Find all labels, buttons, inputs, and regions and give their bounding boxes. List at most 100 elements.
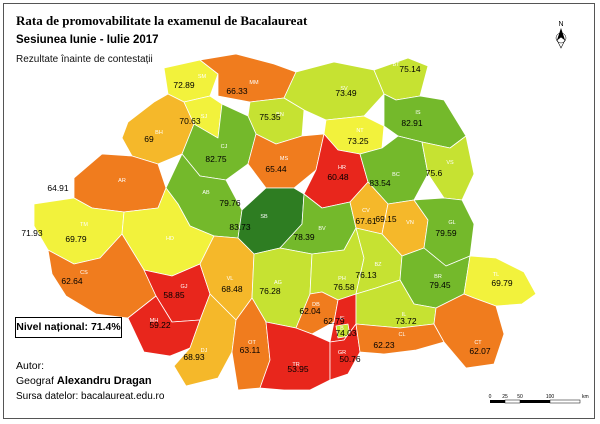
county-value-bz: 76.13 — [355, 270, 377, 280]
county-code-bz: BZ — [374, 262, 382, 268]
county-value-mh: 59.22 — [149, 320, 171, 330]
scale-tick-0: 0 — [489, 394, 492, 400]
county-tr — [259, 321, 331, 391]
north-arrow-icon: N — [555, 21, 567, 49]
county-code-bv: BV — [318, 226, 326, 232]
county-value-bc: 83.54 — [369, 178, 391, 188]
county-ct — [433, 293, 505, 369]
county-code-hd: HD — [166, 236, 174, 242]
county-value-hd: 69.79 — [65, 234, 87, 244]
county-code-bn: BN — [276, 112, 284, 118]
county-value-nt: 73.25 — [347, 136, 369, 146]
county-value-sv: 73.49 — [335, 88, 357, 98]
county-value-ab: 79.76 — [219, 198, 241, 208]
map-frame: SM 72.89 MM 66.33 SV 73.49 BT 75.14 BH 69 SJ 70.63 B… — [3, 3, 595, 419]
county-value-ot: 63.11 — [240, 345, 261, 355]
county-code-il: IL — [402, 312, 407, 318]
county-code-ms: MS — [280, 156, 289, 162]
county-code-ag: AG — [274, 280, 282, 286]
county-code-cl: CL — [398, 332, 405, 338]
county-code-tm: TM — [80, 222, 88, 228]
county-value-vn: 69.15 — [375, 214, 397, 224]
county-code-bh: BH — [155, 130, 163, 136]
county-code-ph: PH — [338, 276, 346, 282]
county-code-hr: HR — [338, 165, 346, 171]
county-code-b: B — [340, 326, 344, 332]
author-line: Geograf Alexandru Dragan — [16, 375, 152, 387]
county-value-ct: 62.07 — [469, 346, 491, 356]
county-value-il: 73.72 — [395, 316, 417, 326]
scale-tick-2: 50 — [517, 394, 523, 400]
county-code-sm: SM — [198, 74, 207, 80]
county-code-tl: TL — [493, 272, 499, 278]
map-title: Rata de promovabilitate la examenul de B… — [16, 13, 308, 28]
county-value-ms: 65.44 — [265, 164, 287, 174]
county-code-ct: CT — [474, 340, 482, 346]
county-value-vs: 75.6 — [426, 168, 443, 178]
county-value-sb: 83.73 — [229, 222, 251, 232]
data-source: Sursa datelor: bacalaureat.edu.ro — [16, 391, 165, 402]
county-code-tr: TR — [292, 362, 299, 368]
scale-tick-1: 25 — [502, 394, 508, 400]
scale-bar: 0 25 50 100 km — [489, 394, 589, 404]
county-code-br: BR — [434, 274, 442, 280]
county-code-vn: VN — [406, 220, 414, 226]
county-code-ot: OT — [248, 340, 256, 346]
north-label: N — [558, 21, 563, 28]
county-code-mm: MM — [249, 80, 259, 86]
county-value-sj: 70.63 — [179, 116, 201, 126]
county-code-cj: CJ — [221, 144, 228, 150]
county-value-if: 62.79 — [323, 316, 345, 326]
county-code-bc: BC — [392, 172, 400, 178]
county-code-vl: VL — [227, 276, 234, 282]
county-value-bh: 69 — [144, 134, 154, 144]
county-value-mm: 66.33 — [226, 86, 248, 96]
county-value-cs: 62.64 — [61, 276, 83, 286]
map-subtitle: Sesiunea Iunie - Iulie 2017 — [16, 34, 159, 46]
county-value-br: 79.45 — [429, 280, 451, 290]
county-code-gj: GJ — [180, 284, 187, 290]
county-cl — [355, 323, 445, 355]
county-value-cl: 62.23 — [373, 340, 395, 350]
county-value-dj: 68.93 — [183, 352, 205, 362]
county-value-ar: 64.91 — [47, 183, 69, 193]
county-value-tm: 71.93 — [21, 228, 43, 238]
county-code-ab: AB — [202, 190, 210, 196]
county-vs — [421, 135, 475, 201]
county-value-tl: 69.79 — [491, 278, 513, 288]
county-value-gj: 58.85 — [163, 290, 185, 300]
county-code-dj: DJ — [201, 348, 208, 354]
county-code-bt: BT — [392, 62, 400, 68]
author-name: Alexandru Dragan — [56, 375, 152, 387]
county-code-cs: CS — [80, 270, 88, 276]
county-code-sj: SJ — [201, 114, 208, 120]
county-value-sm: 72.89 — [173, 80, 195, 90]
scale-tick-3: 100 — [546, 394, 555, 400]
county-code-nt: NT — [356, 128, 364, 134]
county-value-ag: 76.28 — [259, 286, 281, 296]
county-value-tr: 53.95 — [287, 364, 309, 374]
county-code-ar: AR — [118, 178, 126, 184]
county-code-sb: SB — [260, 214, 268, 220]
county-code-gr: GR — [338, 350, 346, 356]
county-code-db: DB — [312, 302, 320, 308]
scale-unit: km — [582, 394, 589, 400]
county-code-cv: CV — [362, 208, 370, 214]
county-value-bv: 78.39 — [293, 232, 315, 242]
county-value-gr: 50.76 — [339, 354, 361, 364]
county-code-mh: MH — [150, 318, 159, 324]
author-role: Geograf — [16, 375, 54, 387]
county-code-sv: SV — [340, 86, 348, 92]
county-value-hr: 60.48 — [327, 172, 349, 182]
county-value-bn: 75.35 — [259, 112, 281, 122]
county-value-gl: 79.59 — [435, 228, 457, 238]
county-code-gl: GL — [448, 220, 455, 226]
county-value-is: 82.91 — [401, 118, 423, 128]
county-value-bt: 75.14 — [399, 64, 421, 74]
county-value-b: 74.03 — [335, 328, 357, 338]
county-code-vs: VS — [446, 160, 454, 166]
national-level-box: Nivel național: 71.4% — [15, 317, 122, 338]
county-value-db: 62.04 — [299, 306, 321, 316]
county-code-if: IF — [340, 316, 346, 322]
